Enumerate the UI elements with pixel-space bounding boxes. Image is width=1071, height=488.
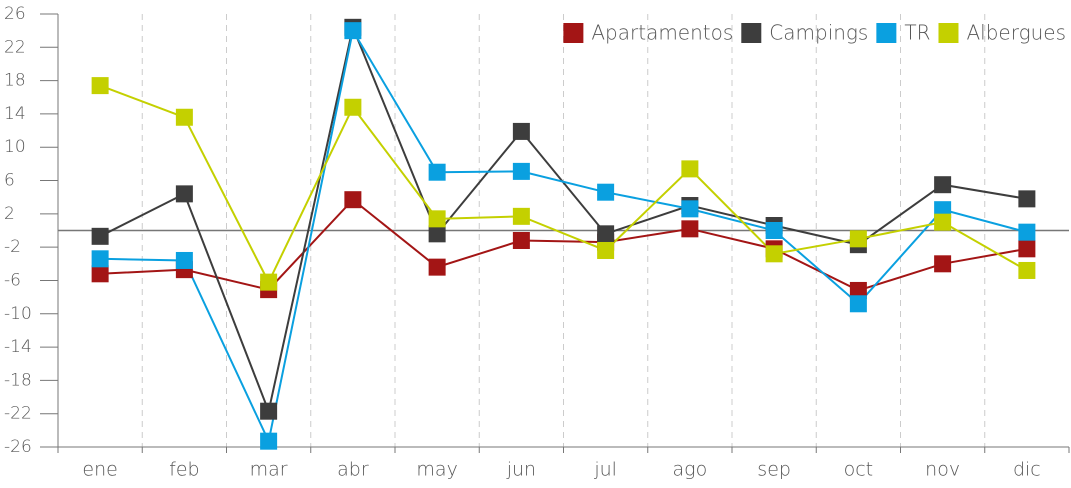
x-tick-label: feb [169, 459, 199, 481]
x-tick-label: ene [82, 459, 117, 481]
data-point [175, 185, 193, 203]
data-point [681, 220, 699, 238]
legend-item: Campings [741, 21, 868, 45]
legend-item: TR [876, 21, 930, 45]
data-point [849, 295, 867, 313]
data-point [91, 265, 109, 283]
data-point [765, 222, 783, 239]
legend-label: Campings [769, 21, 868, 45]
data-point [512, 162, 530, 180]
data-point [681, 160, 699, 178]
x-tick-label: dic [1013, 459, 1041, 481]
legend-swatch [876, 23, 897, 43]
y-tick-label: 14 [4, 104, 26, 124]
data-point [91, 227, 109, 245]
data-point [344, 98, 362, 116]
y-tick-label: 6 [4, 171, 15, 191]
data-point [681, 200, 699, 218]
legend-label: TR [904, 21, 930, 45]
data-point [260, 432, 278, 450]
y-tick-label: 26 [4, 4, 26, 24]
legend-label: Apartamentos [591, 21, 733, 45]
series-line [100, 27, 1028, 445]
data-point [91, 77, 109, 95]
legend-item: Apartamentos [563, 21, 733, 45]
legend: Apartamentos Campings TR Albergues [563, 21, 1066, 45]
data-point [597, 241, 615, 259]
data-point [1018, 240, 1036, 258]
data-point [344, 22, 362, 40]
y-tick-label: -18 [4, 370, 32, 390]
data-point [260, 402, 278, 420]
data-point [934, 255, 952, 273]
data-point [1018, 190, 1036, 208]
data-point [849, 230, 867, 248]
y-tick-label: -14 [4, 337, 32, 357]
x-tick-label: sep [757, 459, 791, 481]
x-tick-label: ago [673, 459, 708, 481]
data-point [344, 191, 362, 209]
data-point [175, 251, 193, 269]
legend-swatch [563, 23, 584, 43]
y-tick-label: 2 [4, 204, 15, 224]
y-tick-label: 22 [4, 37, 26, 57]
data-point [597, 225, 615, 243]
data-point [512, 231, 530, 249]
data-point [512, 122, 530, 140]
data-point [428, 163, 446, 181]
data-point [428, 225, 446, 243]
data-point [175, 108, 193, 126]
data-point [849, 281, 867, 299]
legend-item: Albergues [938, 21, 1066, 45]
y-tick-label: 18 [4, 71, 26, 91]
x-tick-label: may [416, 459, 457, 481]
data-point [428, 258, 446, 276]
y-tick-label: -6 [4, 270, 21, 290]
data-point [934, 176, 952, 194]
data-point [1018, 223, 1036, 241]
data-point [260, 273, 278, 291]
y-tick-label: -2 [4, 237, 21, 257]
legend-swatch [741, 23, 762, 43]
x-tick-label: mar [250, 459, 288, 481]
data-point [765, 245, 783, 263]
data-point [91, 250, 109, 268]
data-point [512, 207, 530, 225]
x-tick-label: nov [925, 459, 960, 481]
y-tick-label: -26 [4, 437, 32, 457]
legend-label: Albergues [966, 21, 1066, 45]
legend-swatch [938, 23, 959, 43]
y-tick-label: -22 [4, 404, 32, 424]
series-line [100, 198, 1028, 292]
y-tick-label: 10 [4, 137, 26, 157]
x-tick-label: jul [593, 459, 617, 481]
data-point [934, 213, 952, 231]
x-tick-label: oct [844, 459, 874, 481]
x-tick-label: jun [506, 459, 536, 481]
series-line [99, 84, 1028, 285]
y-tick-label: -10 [4, 304, 32, 324]
data-point [597, 183, 615, 201]
data-point [1018, 261, 1036, 279]
data-point [428, 210, 446, 228]
x-tick-label: abr [337, 459, 369, 481]
